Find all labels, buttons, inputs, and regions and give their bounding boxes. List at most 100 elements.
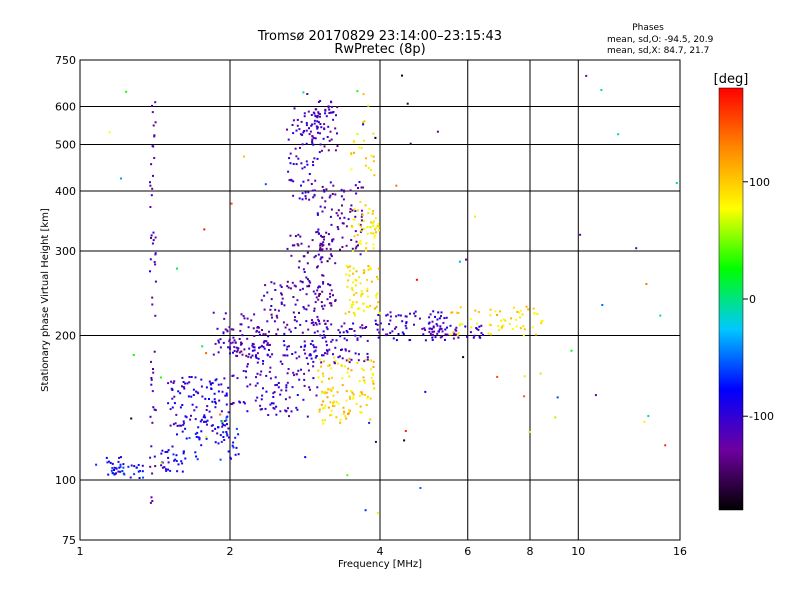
data-point [310,124,313,127]
data-point [322,282,325,285]
data-point [405,315,408,318]
data-point [328,284,331,286]
data-point [323,145,326,148]
data-point [228,346,231,349]
data-point [519,327,522,330]
data-point [394,327,396,330]
data-point [533,312,536,315]
data-point [243,317,246,320]
data-point [372,160,375,163]
colorbar-label: [deg] [714,72,749,87]
data-point [323,127,326,130]
data-point [234,436,237,439]
data-point [336,362,339,365]
data-point [269,343,271,346]
data-point [160,464,163,467]
data-point [414,315,417,318]
data-point [291,353,294,355]
data-point [210,387,213,390]
data-point [109,461,112,464]
data-point [230,457,232,460]
data-point [449,333,452,336]
data-point [169,469,172,472]
data-point [343,337,346,340]
data-point [351,289,354,292]
data-point [497,324,500,327]
x-tick-label: 6 [464,545,471,558]
data-point [251,354,254,357]
data-point [243,402,246,405]
data-point [329,130,332,133]
data-point [284,409,287,412]
data-point [312,196,315,199]
data-point [119,463,122,466]
data-point [181,430,184,433]
data-point [321,236,324,238]
data-point [376,292,379,295]
data-point [268,370,271,373]
data-point [539,372,542,375]
data-point [480,332,483,335]
data-point [279,284,282,287]
data-point [273,282,276,285]
data-point [374,234,377,237]
data-point [522,334,525,337]
data-point [357,353,360,356]
data-point [228,340,231,343]
data-point [195,390,198,393]
data-point [265,374,268,377]
data-point [294,316,296,319]
data-point [299,133,302,136]
data-point [205,435,208,438]
data-point [259,373,262,376]
data-point [225,416,228,419]
data-point [374,217,377,220]
data-point [358,394,361,397]
data-point [151,242,154,245]
data-point [242,370,245,372]
data-point [316,266,318,269]
data-point [176,424,179,427]
data-point [298,128,301,131]
data-point [261,329,263,331]
data-point [149,465,152,468]
data-point [457,332,460,335]
data-point [358,380,361,383]
data-point [173,380,176,383]
data-point [246,365,249,368]
data-point [352,393,355,396]
data-point [585,74,588,77]
data-point [307,110,310,113]
colorbar-gradient [718,87,744,511]
data-point [369,226,372,229]
data-point [112,472,115,475]
data-point [331,338,334,341]
data-point [317,228,320,231]
data-point [431,320,434,323]
data-point [458,324,461,327]
data-point [388,323,391,326]
data-point [205,437,208,440]
data-point [291,281,294,284]
data-point [317,131,319,134]
data-point [370,376,373,379]
data-point [247,355,250,358]
data-point [130,464,133,467]
data-point [308,198,311,201]
data-point [365,249,368,252]
data-point [354,334,357,337]
data-point [221,390,224,393]
data-point [299,280,302,283]
data-point [280,292,283,295]
data-point [353,151,355,154]
data-point [356,307,359,310]
data-point [324,336,327,339]
data-point [327,106,330,109]
data-point [554,416,557,419]
data-point [378,229,380,232]
x-axis-ticks: 1 2 4 6 8 10 16 [77,545,688,558]
data-point [288,396,291,399]
data-point [190,414,192,417]
data-point [262,345,265,348]
data-point [306,251,309,254]
